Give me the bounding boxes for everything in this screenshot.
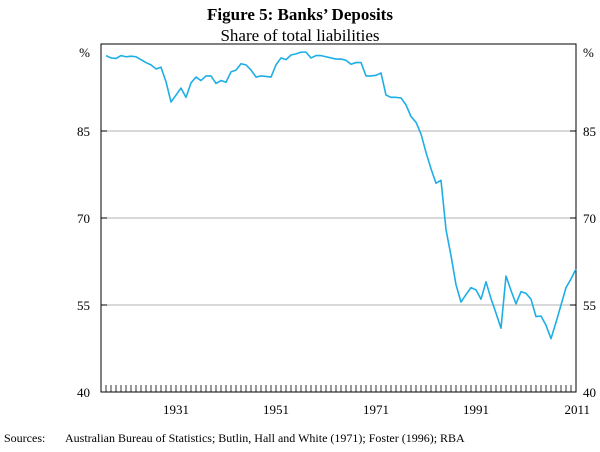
- sources-text: Australian Bureau of Statistics; Butlin,…: [65, 431, 465, 445]
- x-tick-label-1991: 1991: [463, 402, 489, 417]
- y-tick-label-left-85: 85: [77, 124, 90, 139]
- y-tick-label-right-85: 85: [583, 124, 596, 139]
- series: [105, 51, 577, 340]
- x-axis: 1931 1951 1971 1991 2011: [163, 402, 590, 417]
- y-tick-label-right-55: 55: [583, 298, 596, 313]
- x-tick-label-1971: 1971: [363, 402, 389, 417]
- y-tick-label-right-40: 40: [583, 385, 596, 400]
- y-tick-label-left-40: 40: [77, 385, 90, 400]
- series-line-0: [105, 51, 577, 340]
- gridlines: [101, 130, 576, 306]
- right-unit-label: %: [583, 45, 594, 60]
- y-axis-right: 40 55 70 85: [570, 124, 596, 400]
- y-axis-left: 40 55 70 85: [77, 124, 107, 400]
- chart-title: Figure 5: Banks’ Deposits: [207, 5, 393, 24]
- y-tick-label-left-55: 55: [77, 298, 90, 313]
- x-tick-label-1931: 1931: [163, 402, 189, 417]
- x-tick-label-2011: 2011: [564, 402, 590, 417]
- x-tick-label-1951: 1951: [263, 402, 289, 417]
- y-tick-label-right-70: 70: [583, 211, 596, 226]
- sources-label: Sources:: [4, 431, 45, 445]
- chart-subtitle: Share of total liabilities: [220, 26, 379, 45]
- x-axis-minor-ticks: [100, 385, 577, 392]
- left-unit-label: %: [79, 45, 90, 60]
- y-tick-label-left-70: 70: [77, 211, 90, 226]
